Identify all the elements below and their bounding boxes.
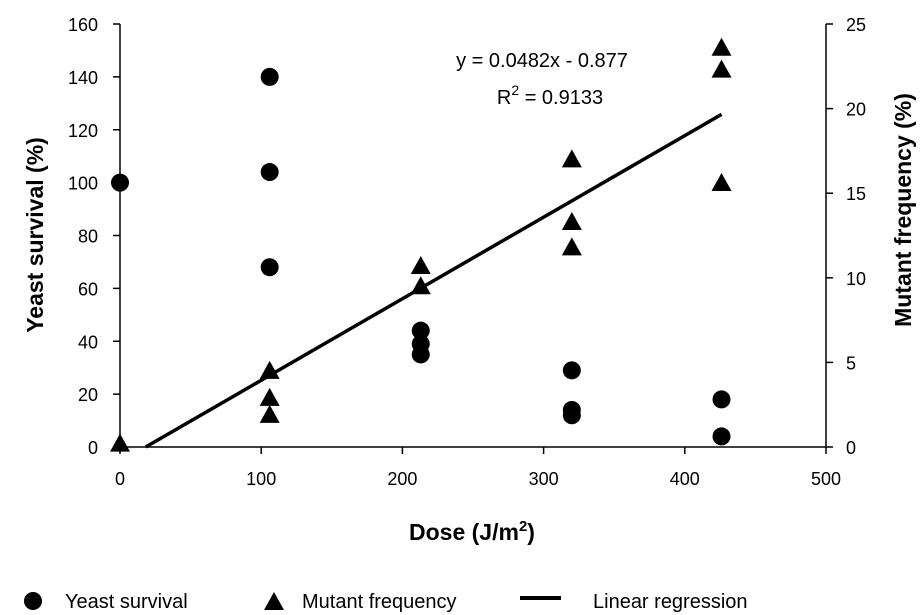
y-right-tick-label: 20 xyxy=(846,100,866,120)
y-left-tick-label: 80 xyxy=(78,227,98,247)
mutant-frequency-point xyxy=(561,211,582,230)
y-right-tick-label: 0 xyxy=(846,438,856,458)
x-axis-title-end: ) xyxy=(527,519,535,545)
regression-equation: y = 0.0482x - 0.877 xyxy=(456,50,628,72)
mutant-frequency-point xyxy=(561,237,582,256)
regression-line xyxy=(144,112,723,449)
y-left-tick-label: 0 xyxy=(88,438,98,458)
regression-r2: R2 = 0.9133 xyxy=(497,82,603,109)
r2-label: R xyxy=(497,87,511,109)
y-right-tick-label: 5 xyxy=(846,353,856,373)
yeast-survival-point xyxy=(712,390,731,409)
y-right-tick-label: 10 xyxy=(846,269,866,289)
mutant-frequency-point xyxy=(259,387,280,406)
y-right-axis-title: Mutant frequency (%) xyxy=(890,93,916,327)
legend-label-yeast-survival: Yeast survival xyxy=(65,591,188,613)
marks-group xyxy=(110,37,732,452)
yeast-survival-point xyxy=(562,406,581,425)
legend-circle-icon xyxy=(24,592,42,610)
legend-label-mutant-frequency: Mutant frequency xyxy=(302,591,457,613)
y-right-tick-label: 25 xyxy=(846,15,866,35)
y-left-tick-label: 120 xyxy=(68,121,98,141)
x-tick-label: 500 xyxy=(811,469,841,489)
yeast-survival-point xyxy=(411,345,430,364)
y-left-axis-title: Yeast survival (%) xyxy=(22,137,48,333)
y-left-tick-label: 60 xyxy=(78,279,98,299)
r2-sup: 2 xyxy=(511,82,519,98)
mutant-frequency-point xyxy=(711,59,732,78)
mutant-frequency-point xyxy=(711,173,732,192)
y-left-tick-label: 160 xyxy=(68,15,98,35)
r2-value: = 0.9133 xyxy=(519,87,603,109)
y-left-tick-label: 40 xyxy=(78,332,98,352)
x-tick-label: 200 xyxy=(387,469,417,489)
y-left-tick-label: 140 xyxy=(68,68,98,88)
yeast-survival-point xyxy=(411,321,430,340)
yeast-survival-point xyxy=(712,427,731,446)
axes-group xyxy=(119,24,827,448)
x-tick-label: 400 xyxy=(670,469,700,489)
x-tick-label: 100 xyxy=(246,469,276,489)
y-right-tick-label: 15 xyxy=(846,184,866,204)
legend-triangle-icon xyxy=(264,592,284,610)
y-left-tick-label: 100 xyxy=(68,174,98,194)
x-tick-label: 300 xyxy=(529,469,559,489)
legend: Yeast survival Mutant frequency Linear r… xyxy=(24,591,748,613)
legend-label-linear-regression: Linear regression xyxy=(593,591,748,613)
mutant-frequency-point xyxy=(410,255,431,274)
mutant-frequency-point xyxy=(110,433,130,452)
yeast-survival-point xyxy=(260,258,279,277)
yeast-survival-point xyxy=(562,361,581,380)
yeast-survival-point xyxy=(260,163,279,182)
mutant-frequency-point xyxy=(561,149,582,168)
ticks-group: 0 100 200 300 400 500020406080100120140160051… xyxy=(68,15,866,489)
y-left-tick-label: 20 xyxy=(78,385,98,405)
yeast-survival-point xyxy=(260,67,279,86)
mutant-frequency-point xyxy=(711,37,732,56)
x-axis-title: Dose (J/m2) xyxy=(409,518,535,545)
mutant-frequency-point xyxy=(259,404,280,423)
x-axis-title-main: Dose (J/m xyxy=(409,519,519,545)
x-axis-title-sup: 2 xyxy=(519,518,527,535)
yeast-survival-point xyxy=(111,173,129,192)
x-tick-label: 0 xyxy=(115,469,125,489)
